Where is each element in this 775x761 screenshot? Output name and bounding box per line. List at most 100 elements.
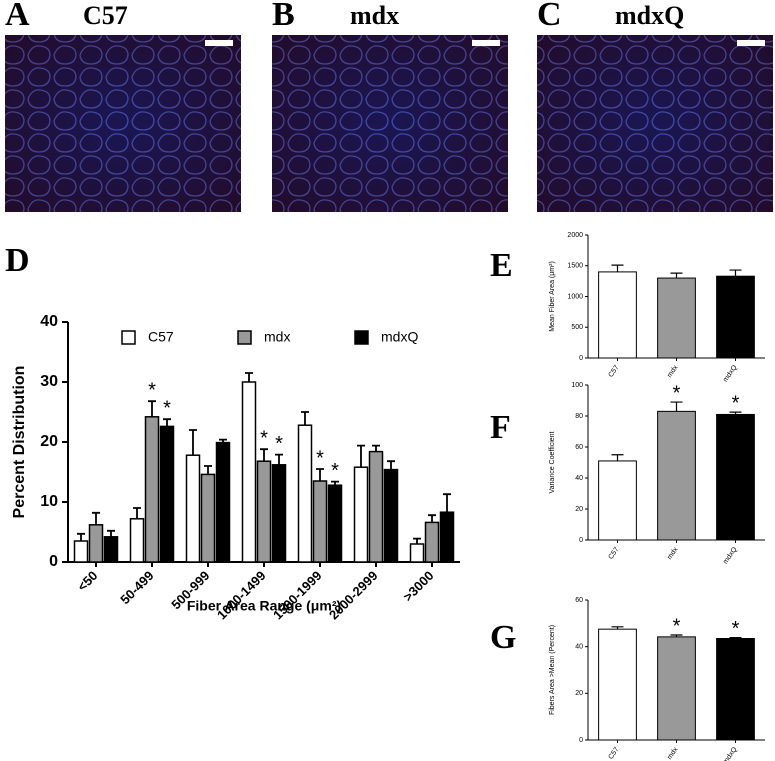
error-bar [316,468,324,481]
error-bar [443,493,451,513]
bar [598,460,637,541]
bar [312,480,328,563]
y-tick-label: 20 [575,506,583,513]
error-bar [611,264,624,272]
y-tick-label: 30 [40,373,58,390]
significance-marker: * [732,392,740,414]
y-tick-label: 40 [575,644,583,651]
error-bar [133,507,141,519]
error-bar [670,634,683,637]
error-bar-line [204,465,212,475]
error-bar-line [77,532,85,541]
bar [185,454,201,563]
bar [327,484,343,563]
x-axis-label: Fiber Area Range (μm²) [187,598,341,614]
y-axis-label: Percent Distribution [11,366,28,519]
panel-letter: C [537,0,562,33]
error-bar [670,272,683,279]
chart-panel: G 0 20 40 60 Fibers Area >Mean (Percent) C57 md… [490,597,765,761]
error-bar [77,532,85,541]
error-bar [301,411,309,426]
y-tick-label: 60 [575,444,583,451]
bar [368,450,384,563]
error-bar-line [428,514,436,523]
error-bar-line [163,418,171,427]
error-bar [163,418,171,427]
significance-marker: * [275,433,283,455]
panel-title: mdx [350,1,399,30]
y-tick-label: 1000 [567,293,583,300]
error-bar [148,400,156,417]
error-bar [729,269,742,277]
error-bar-line [245,372,253,382]
error-bar-line [301,411,309,426]
bar [353,466,369,563]
error-bar [189,429,197,456]
y-tick-label: 80 [575,413,583,420]
panel-letter: A [5,0,30,33]
bar [88,524,104,563]
bar [716,275,755,359]
error-bar [729,411,742,415]
error-bar-line [611,264,624,272]
error-bar-line [92,511,100,525]
error-bar [107,529,115,537]
x-tick-label: mdxQ [722,364,739,384]
bar [73,540,89,563]
significance-marker: * [316,447,324,469]
panel-letter: B [272,0,295,33]
error-bar-line [331,480,339,486]
x-tick-label: mdx [666,746,680,761]
micrograph-tint [5,35,241,212]
panel-letter: D [5,242,30,279]
bar [716,413,755,541]
panel-title: mdxQ [615,1,684,30]
error-bar-line [148,400,156,417]
error-bar-line [357,444,365,468]
y-tick-label: 1500 [567,263,583,270]
bar [159,425,175,563]
error-bar [204,465,212,475]
x-tick-label: mdxQ [722,546,739,566]
y-tick-label: 500 [571,324,583,331]
y-tick-label: 100 [571,382,583,389]
significance-marker: * [163,397,171,419]
error-bar-line [611,454,624,461]
bar [215,441,231,563]
y-tick-label: 2000 [567,232,583,239]
x-tick-label: 50-499 [117,568,156,607]
y-tick-label: 20 [575,690,583,697]
error-bar-line [729,269,742,277]
error-bar [670,401,683,412]
bar [241,381,257,563]
bar [657,277,696,359]
micrograph-tint [272,35,508,212]
bar [657,410,696,541]
error-bar-line [611,626,624,630]
error-bar-line [107,529,115,537]
x-tick-label: mdx [666,546,680,561]
y-tick-label: 0 [579,537,583,544]
panel-letter: G [490,619,516,656]
error-bar-line [219,438,227,443]
bar [598,628,637,741]
error-bar [357,444,365,468]
legend-swatch [237,330,252,345]
significance-marker: * [732,618,740,640]
error-bar [260,448,268,462]
micrograph-tint [537,35,773,212]
error-bar [428,514,436,523]
y-tick-label: 20 [40,433,58,450]
bar [424,521,440,563]
panel-title: C57 [83,1,128,30]
y-tick-label: 0 [579,737,583,744]
y-tick-label: 40 [575,475,583,482]
bar [103,536,119,563]
error-bar-line [189,429,197,456]
error-bar [729,636,742,639]
error-bar [331,480,339,486]
legend-swatch [354,330,369,345]
bar [598,271,637,359]
bar [129,518,145,563]
bar [716,638,755,741]
